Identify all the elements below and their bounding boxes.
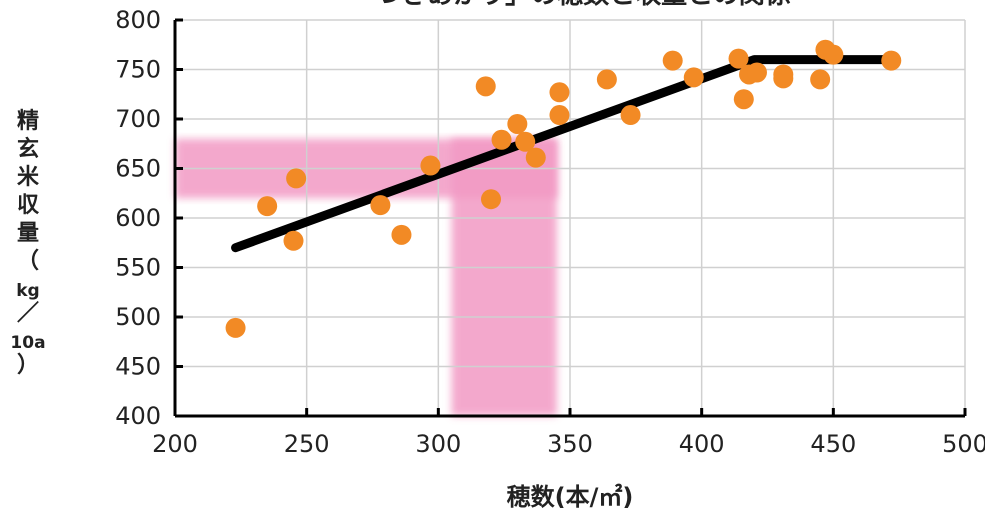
data-point-12 [525,147,546,168]
y-axis-title-char-7: ／ [17,301,39,326]
y-tick-label-4: 600 [115,204,161,232]
data-point-5 [391,224,412,245]
data-point-9 [491,129,512,150]
data-point-28 [881,50,902,71]
y-axis-title-char-3: 収 [17,193,40,218]
data-point-0 [225,317,246,338]
y-axis-title-char-5: （ [17,249,39,274]
data-point-6 [420,155,441,176]
data-point-20 [733,89,754,110]
x-tick-label-4: 400 [679,430,725,458]
x-tick-label-1: 250 [284,430,330,458]
highlight-region-1 [451,138,557,417]
data-point-10 [507,113,528,134]
trend-line [231,55,902,253]
data-point-11 [515,131,536,152]
data-point-4 [370,195,391,216]
y-tick-label-0: 400 [115,402,161,430]
y-axis-title-char-1: 玄 [17,136,39,162]
data-points [225,39,902,338]
y-tick-label-7: 750 [115,56,161,84]
y-tick-label-8: 800 [115,6,161,34]
highlight-regions [175,138,557,417]
chart-title: 「つきあかり」の穂数と収量との関係 [349,0,791,10]
x-tick-label-0: 200 [152,430,198,458]
y-tick-labels: 400 450 500 550 600 650 700 750 800 [115,6,161,430]
grid-lines [175,19,966,416]
data-point-15 [596,69,617,90]
x-axis-title: 穂数(本/㎡) [507,483,634,511]
data-point-22 [746,62,767,83]
data-point-13 [549,82,570,103]
data-point-27 [823,44,844,65]
data-point-19 [728,48,749,69]
trend-line-group [231,55,902,253]
data-point-1 [257,196,278,217]
data-point-14 [549,105,570,126]
data-point-24 [773,64,794,85]
data-point-8 [481,189,501,210]
data-point-3 [286,168,307,189]
x-tick-label-5: 450 [810,430,856,458]
data-point-17 [662,50,683,71]
y-tick-label-6: 700 [115,105,161,133]
y-axis-title-char-8: 10a [10,333,45,353]
x-tick-label-6: 500 [942,430,985,458]
data-point-16 [620,105,641,126]
x-tick-label-2: 300 [415,430,461,458]
y-axis-title-char-2: 米 [17,165,40,190]
data-point-2 [283,230,304,251]
y-tick-label-3: 550 [115,254,161,282]
y-axis-title-char-6: kg [16,281,39,301]
x-tick-label-3: 350 [547,430,593,458]
y-axis-title-char-4: 量 [17,221,39,246]
y-axis-title-char-0: 精 [17,108,39,134]
y-tick-label-2: 500 [115,303,161,331]
y-tick-label-1: 450 [115,353,161,381]
x-tick-labels: 200 250 300 350 400 450 500 [152,430,985,458]
y-tick-label-5: 650 [115,155,161,183]
data-point-7 [475,76,496,97]
y-axis-title-char-9: ） [17,353,39,378]
data-point-18 [683,67,704,88]
axes [173,18,967,418]
data-point-25 [810,69,831,90]
